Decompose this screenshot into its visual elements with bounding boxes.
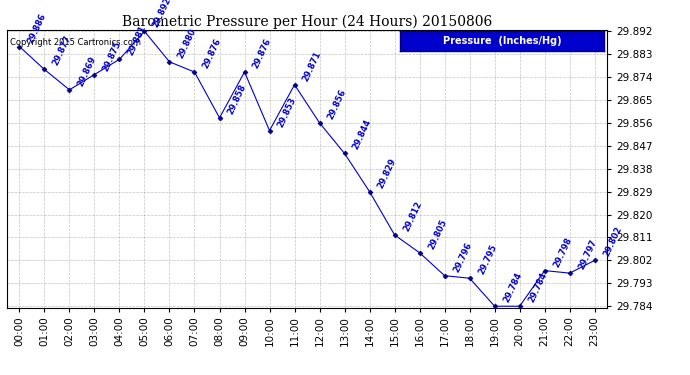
Text: 29.856: 29.856 xyxy=(326,88,348,121)
Text: 29.875: 29.875 xyxy=(101,39,124,72)
Text: 29.853: 29.853 xyxy=(277,95,298,128)
Text: 29.886: 29.886 xyxy=(26,11,48,44)
Text: 29.797: 29.797 xyxy=(577,238,598,271)
Text: 29.881: 29.881 xyxy=(126,24,148,57)
Text: 29.876: 29.876 xyxy=(201,37,224,70)
Text: 29.798: 29.798 xyxy=(551,236,573,268)
Text: 29.869: 29.869 xyxy=(77,55,98,88)
Text: 29.858: 29.858 xyxy=(226,82,248,116)
Title: Barometric Pressure per Hour (24 Hours) 20150806: Barometric Pressure per Hour (24 Hours) … xyxy=(122,15,492,29)
Text: 29.829: 29.829 xyxy=(377,156,398,189)
Text: 29.795: 29.795 xyxy=(477,243,498,276)
Text: 29.784: 29.784 xyxy=(526,271,549,304)
Text: 29.784: 29.784 xyxy=(502,271,524,304)
Text: 29.805: 29.805 xyxy=(426,217,449,250)
Text: 29.844: 29.844 xyxy=(351,118,373,151)
Text: Copyright 2015 Cartronics.com: Copyright 2015 Cartronics.com xyxy=(10,38,141,47)
Text: 29.796: 29.796 xyxy=(451,240,473,273)
Text: 29.880: 29.880 xyxy=(177,27,198,60)
Text: 29.877: 29.877 xyxy=(51,34,73,67)
Text: 29.802: 29.802 xyxy=(602,225,624,258)
Text: 29.892: 29.892 xyxy=(151,0,173,29)
Text: 29.876: 29.876 xyxy=(251,37,273,70)
Text: 29.812: 29.812 xyxy=(402,200,424,233)
Text: 29.871: 29.871 xyxy=(302,50,324,82)
